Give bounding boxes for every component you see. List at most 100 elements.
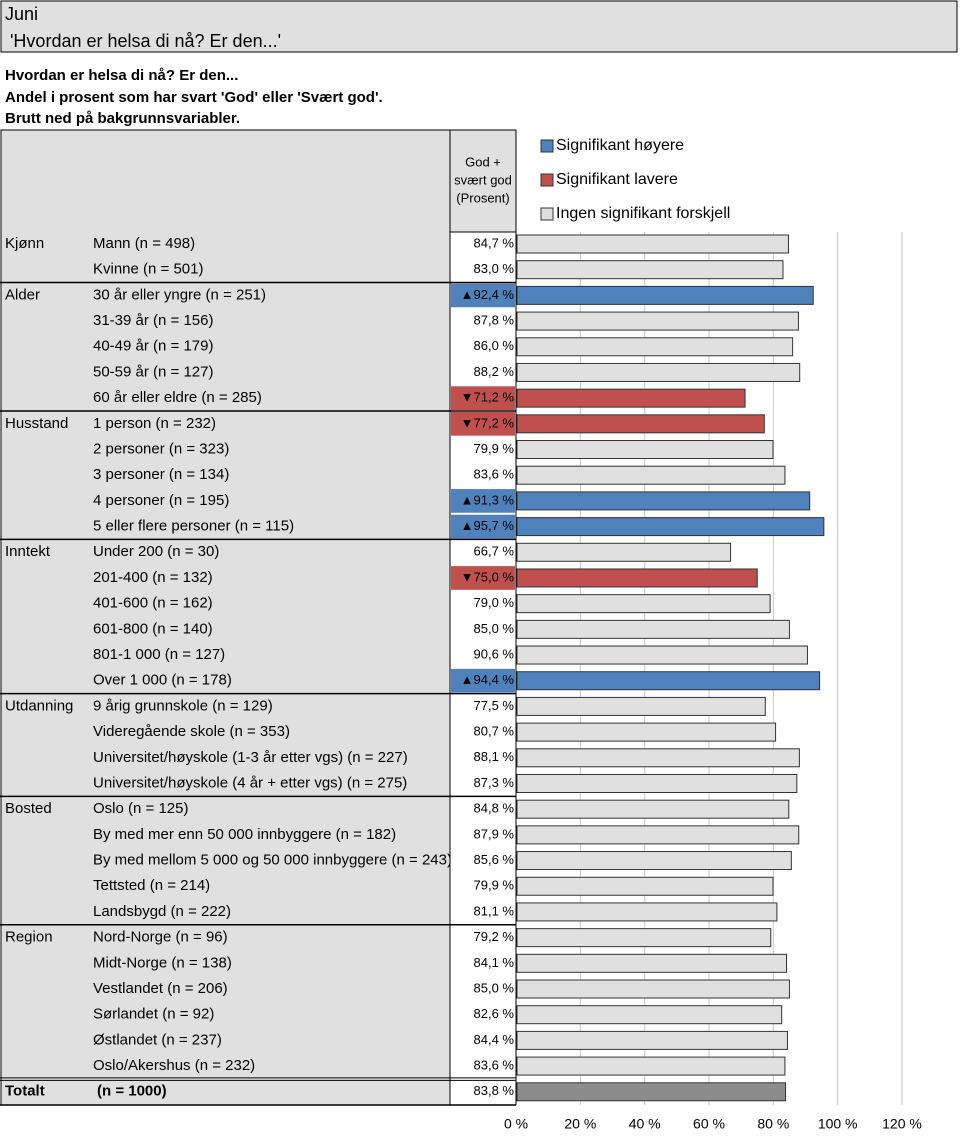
group-label: Husstand <box>5 415 68 432</box>
total-label: Totalt <box>5 1083 45 1100</box>
bar <box>516 1056 786 1076</box>
value-label: 88,2 % <box>474 364 515 379</box>
bar <box>516 722 777 742</box>
x-tick-label: 100 % <box>818 1116 858 1132</box>
title-box <box>0 0 958 53</box>
value-label: 90,6 % <box>474 646 515 661</box>
row-label: 3 personer (n = 134) <box>93 466 229 483</box>
bar <box>516 902 778 922</box>
column-header: God + <box>465 154 501 169</box>
row-label: 4 personer (n = 195) <box>93 492 229 509</box>
value-label: 84,8 % <box>474 801 515 816</box>
title: 'Hvordan er helsa di nå? Er den...' <box>10 31 281 51</box>
x-tick-label: 40 % <box>629 1116 661 1132</box>
value-cell <box>451 411 515 436</box>
x-tick-label: 80 % <box>757 1116 789 1132</box>
row-label: 31-39 år (n = 156) <box>93 312 214 329</box>
value-label: 85,0 % <box>474 980 515 995</box>
value-label: 84,4 % <box>474 1032 515 1047</box>
bar <box>516 440 774 460</box>
value-label: 83,0 % <box>474 261 515 276</box>
bar <box>516 645 808 665</box>
value-label: 87,8 % <box>474 313 515 328</box>
bar <box>516 465 786 485</box>
legend-label: Ingen signifikant forskjell <box>556 205 730 222</box>
row-label: Under 200 (n = 30) <box>93 543 219 560</box>
row-label: 2 personer (n = 323) <box>93 440 229 457</box>
description: Brutt ned på bakgrunnsvariabler. <box>5 110 240 127</box>
group-label: Inntekt <box>5 543 51 560</box>
legend-label: Signifikant høyere <box>556 137 684 154</box>
bar <box>516 1030 788 1050</box>
bar <box>516 260 784 280</box>
row-label: 30 år eller yngre (n = 251) <box>93 286 266 303</box>
row-label: By med mellom 5 000 og 50 000 innbyggere… <box>93 852 452 869</box>
value-cell <box>451 668 515 693</box>
value-label: 66,7 % <box>474 544 515 559</box>
legend-swatch <box>540 207 554 221</box>
row-label: Nord-Norge (n = 96) <box>93 929 228 946</box>
value-label: 79,2 % <box>474 929 515 944</box>
value-label: ▼75,0 % <box>461 569 515 584</box>
row-label: Kvinne (n = 501) <box>93 261 204 278</box>
bar <box>516 388 746 408</box>
value-label: 86,0 % <box>474 338 515 353</box>
row-label: By med mer enn 50 000 innbyggere (n = 18… <box>93 826 396 843</box>
description: Hvordan er helsa di nå? Er den... <box>5 67 238 84</box>
value-label: ▲94,4 % <box>461 672 515 687</box>
value-cell <box>451 566 515 590</box>
row-label: Over 1 000 (n = 178) <box>93 672 232 689</box>
value-label: 82,6 % <box>474 1006 515 1021</box>
bar <box>516 876 774 896</box>
row-label: 60 år eller eldre (n = 285) <box>93 389 262 406</box>
value-cell <box>451 514 515 539</box>
value-label: 83,6 % <box>474 1058 515 1073</box>
x-tick-label: 120 % <box>882 1116 922 1132</box>
bar <box>516 799 790 819</box>
bar <box>516 568 758 588</box>
bar <box>516 953 788 973</box>
bar <box>516 594 771 614</box>
bar <box>516 517 825 537</box>
row-label: Landsbygd (n = 222) <box>93 903 231 920</box>
bar <box>516 671 821 691</box>
group-label: Bosted <box>5 800 52 817</box>
bar <box>516 311 799 331</box>
bar <box>516 825 800 845</box>
row-label: 5 eller flere personer (n = 115) <box>93 518 294 535</box>
column-header-box <box>449 129 517 233</box>
value-cell <box>451 386 515 410</box>
bar <box>516 773 798 793</box>
legend-label: Signifikant lavere <box>556 171 678 188</box>
value-label: 81,1 % <box>474 903 515 918</box>
row-label: 401-600 (n = 162) <box>93 595 213 612</box>
row-label: Tettsted (n = 214) <box>93 877 210 894</box>
value-label: 84,1 % <box>474 955 515 970</box>
bar <box>516 1005 783 1025</box>
row-label: Universitet/høyskole (4 år + etter vgs) … <box>93 774 407 791</box>
bar <box>516 928 772 948</box>
bar <box>516 1082 787 1102</box>
bar <box>516 979 790 999</box>
value-cell <box>451 489 515 513</box>
x-tick-label: 0 % <box>504 1116 528 1132</box>
row-label: 40-49 år (n = 179) <box>93 338 214 355</box>
bar <box>516 491 811 511</box>
bar <box>516 337 794 357</box>
row-label: (n = 1000) <box>97 1083 167 1100</box>
value-label: ▲91,3 % <box>461 492 515 507</box>
bar <box>516 851 792 871</box>
value-cell <box>451 283 515 308</box>
row-label: Vestlandet (n = 206) <box>93 980 228 997</box>
value-label: ▼77,2 % <box>461 415 515 430</box>
bar <box>516 748 800 768</box>
value-label: 77,5 % <box>474 698 515 713</box>
value-label: 83,8 % <box>474 1083 515 1098</box>
bar <box>516 414 765 434</box>
value-label: 87,3 % <box>474 775 515 790</box>
column-header: (Prosent) <box>456 190 509 205</box>
row-label: 201-400 (n = 132) <box>93 569 213 586</box>
value-label: ▲92,4 % <box>461 287 515 302</box>
x-tick-label: 20 % <box>564 1116 596 1132</box>
group-label: Kjønn <box>5 235 44 252</box>
